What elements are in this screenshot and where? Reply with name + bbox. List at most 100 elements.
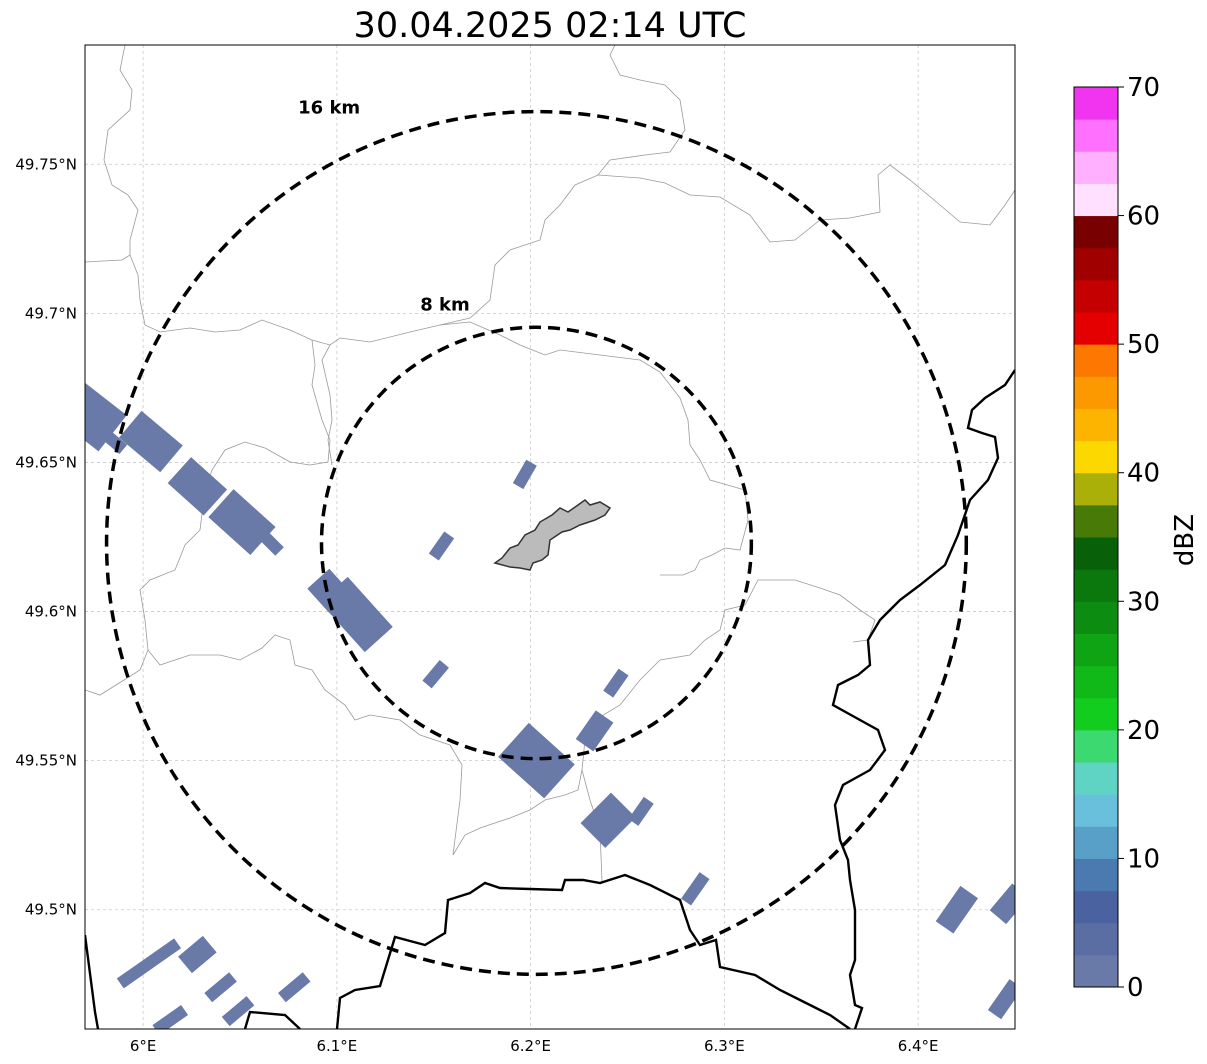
colorbar-swatch — [1074, 826, 1118, 859]
colorbar-swatch — [1074, 729, 1118, 763]
radar-echo — [319, 576, 393, 653]
latitude-tick-labels: 49.75°N 49.7°N 49.65°N 49.6°N 49.55°N 49.5°N — [15, 155, 77, 918]
colorbar-swatch — [1074, 922, 1118, 956]
colorbar-tick-label: 0 — [1127, 973, 1144, 1003]
radar-echo — [277, 972, 311, 1003]
radar-echo — [987, 979, 1015, 1020]
radar-echoes — [85, 372, 1015, 1029]
range-ring-label: 8 km — [420, 294, 470, 315]
colorbar-swatch — [1074, 633, 1118, 667]
colorbar-tick-label: 60 — [1127, 202, 1160, 232]
radar-echo — [580, 792, 636, 848]
colorbar-swatches — [1074, 87, 1118, 988]
national-borders — [85, 369, 1015, 1029]
radar-echo — [100, 429, 128, 455]
radar-echo — [167, 457, 228, 516]
lon-tick-label: 6°E — [130, 1037, 157, 1055]
radar-echo — [989, 883, 1015, 925]
colorbar-tick-label: 30 — [1127, 587, 1160, 617]
colorbar-swatch — [1074, 794, 1118, 827]
colorbar-swatch — [1074, 954, 1118, 988]
colorbar-tick-label: 20 — [1127, 716, 1160, 746]
colorbar-tick-label: 50 — [1127, 330, 1160, 360]
colorbar-swatch — [1074, 601, 1118, 634]
figure-title: 30.04.2025 02:14 UTC — [354, 6, 747, 46]
national-border — [243, 1010, 301, 1029]
range-rings: 16 km 8 km — [104, 98, 969, 977]
lon-tick-label: 6.4°E — [898, 1037, 939, 1055]
colorbar-swatch — [1074, 376, 1118, 409]
colorbar-swatch — [1074, 472, 1118, 506]
radar-echo — [575, 710, 614, 752]
colorbar-swatch — [1074, 215, 1118, 249]
radar-echo — [422, 659, 449, 689]
colorbar-tick-label: 40 — [1127, 459, 1160, 489]
radar-echo — [628, 796, 654, 826]
colorbar-swatch — [1074, 537, 1118, 570]
range-ring — [319, 325, 754, 761]
map-area: 16 km 8 km — [85, 45, 1015, 1029]
colorbar-swatch — [1074, 151, 1118, 184]
colorbar-swatch — [1074, 279, 1118, 313]
colorbar-swatch — [1074, 247, 1118, 281]
range-ring — [104, 109, 969, 977]
lat-tick-label: 49.5°N — [25, 901, 77, 919]
admin-boundary — [147, 579, 876, 856]
admin-boundary — [289, 339, 331, 466]
colorbar-tick-label: 70 — [1127, 73, 1160, 103]
colorbar-tick-label: 10 — [1127, 844, 1160, 874]
radar-echo — [116, 938, 182, 989]
city-shape — [493, 499, 612, 571]
lat-tick-label: 49.65°N — [15, 453, 77, 471]
radar-echo — [603, 668, 629, 698]
colorbar-swatch — [1074, 890, 1118, 924]
admin-boundaries — [85, 45, 1015, 883]
colorbar-swatch — [1074, 858, 1118, 892]
radar-echo — [204, 972, 237, 1003]
radar-echo — [258, 530, 284, 556]
admin-boundary — [85, 441, 291, 696]
lon-tick-label: 6.2°E — [510, 1037, 551, 1055]
longitude-tick-labels: 6°E 6.1°E 6.2°E 6.3°E 6.4°E — [130, 1037, 939, 1055]
colorbar-label: dBZ — [1170, 514, 1200, 566]
colorbar-ticks: 0 10 20 30 40 50 60 70 — [1118, 73, 1160, 1003]
gridlines — [85, 45, 1015, 1029]
radar-echo — [935, 885, 979, 934]
admin-boundary — [129, 164, 1015, 346]
lat-tick-label: 49.7°N — [25, 304, 77, 322]
colorbar-swatch — [1074, 762, 1118, 795]
lat-tick-label: 49.55°N — [15, 752, 77, 770]
radar-echo — [221, 996, 255, 1027]
colorbar-swatch — [1074, 344, 1118, 377]
colorbar-swatch — [1074, 665, 1118, 699]
national-border — [335, 873, 851, 1029]
radar-echo — [681, 872, 710, 906]
radar-echo — [152, 1005, 189, 1029]
admin-boundary — [597, 45, 686, 176]
admin-boundary — [321, 344, 333, 466]
colorbar-swatch — [1074, 504, 1118, 538]
national-border — [85, 934, 100, 1029]
lon-tick-label: 6.3°E — [704, 1037, 745, 1055]
colorbar-swatch — [1074, 440, 1118, 474]
radar-echo — [428, 531, 455, 561]
colorbar-swatch — [1074, 408, 1118, 442]
admin-boundary — [439, 321, 749, 576]
colorbar-swatch — [1074, 312, 1118, 345]
map-frame — [84, 44, 1016, 1030]
national-border — [831, 369, 1015, 1029]
lon-tick-label: 6.1°E — [316, 1037, 357, 1055]
colorbar-swatch — [1074, 119, 1118, 152]
radar-echo — [119, 410, 183, 473]
range-ring-label: 16 km — [298, 98, 360, 119]
colorbar-swatch — [1074, 87, 1118, 120]
lat-tick-label: 49.75°N — [15, 155, 77, 173]
colorbar-swatch — [1074, 697, 1118, 731]
colorbar-swatch — [1074, 183, 1118, 217]
colorbar: 0 10 20 30 40 50 60 70 dBZ — [1073, 73, 1200, 1003]
colorbar-swatch — [1074, 569, 1118, 602]
radar-echo — [498, 722, 575, 799]
colorbar-frame — [1073, 86, 1119, 988]
radar-echo — [512, 459, 537, 490]
